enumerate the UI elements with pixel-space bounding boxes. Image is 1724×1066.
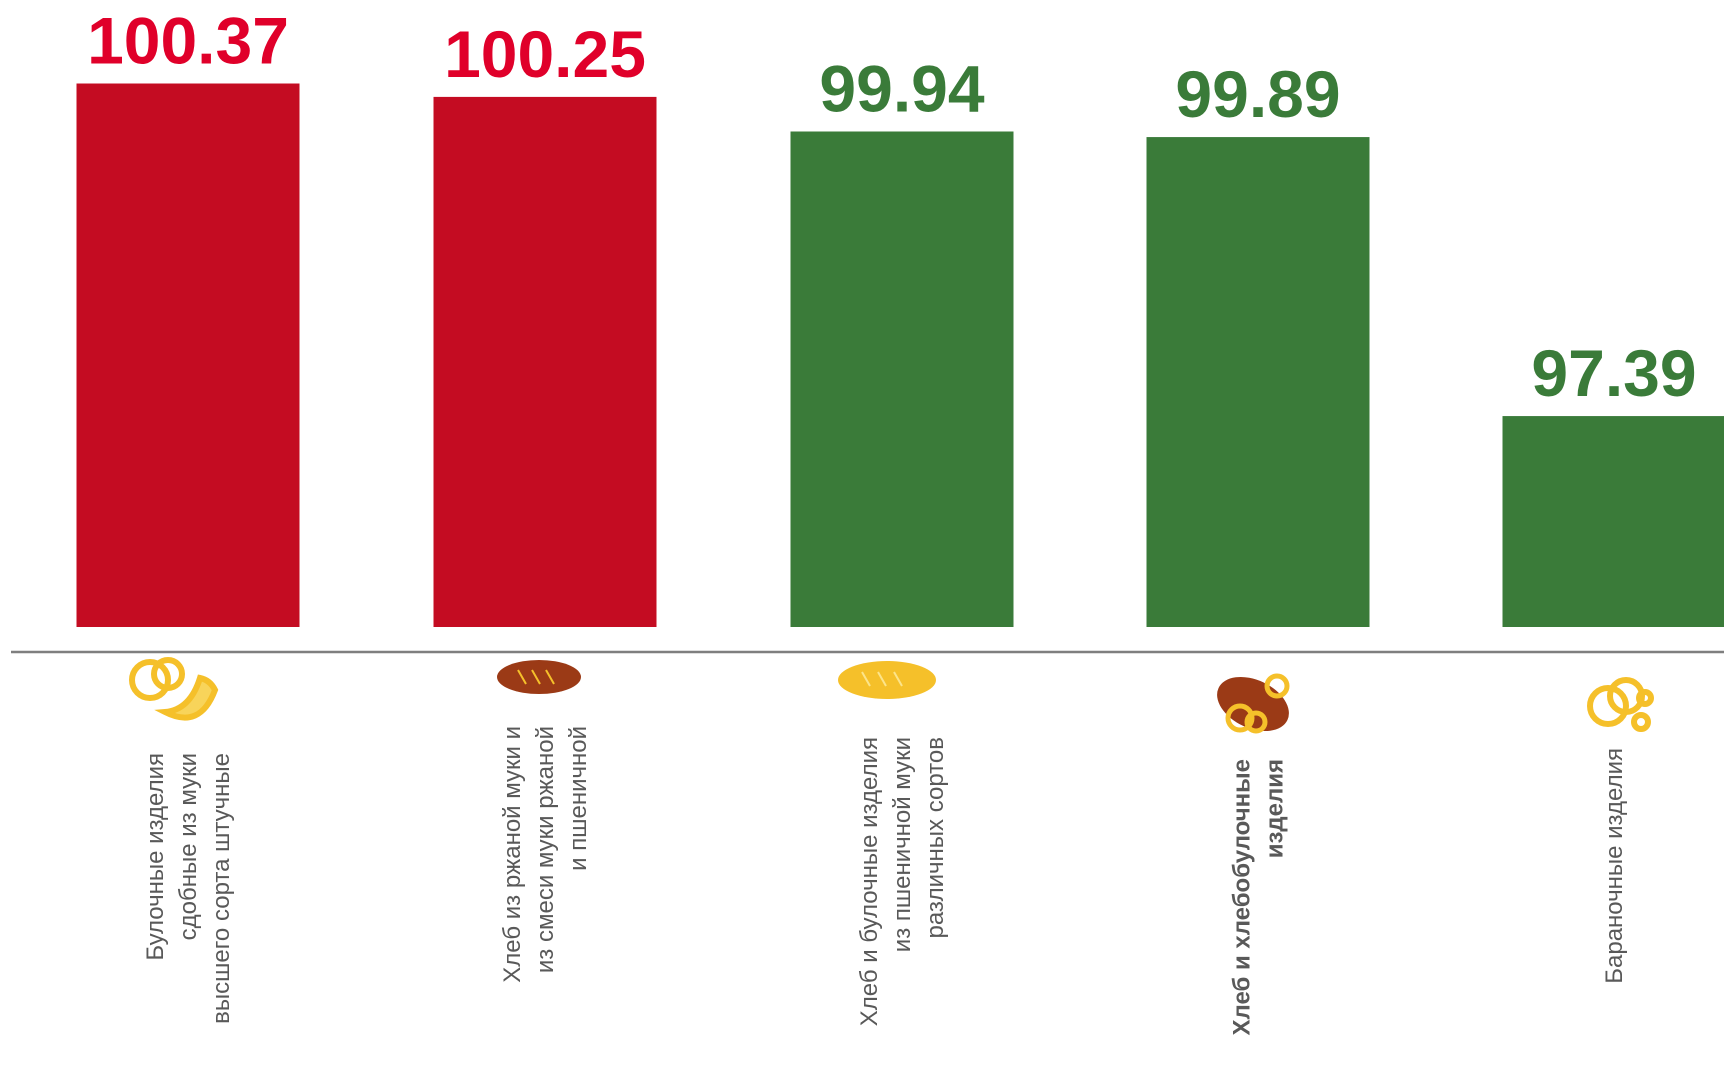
icon-mixed-bakery [1217,673,1290,734]
category-label: Хлеб из ржаной муки и из смеси муки ржано… [499,726,592,983]
value-label: 99.94 [819,51,984,125]
category-label: Хлеб и хлебобулочные изделия [1229,759,1289,1035]
category-label: Хлеб и булочные изделия из пшеничной муки… [856,737,949,1026]
category-label: Бараночные изделия [1601,748,1628,984]
bar [1502,416,1724,627]
category-line: Бараночные изделия [1601,748,1628,984]
category-line: из смеси муки ржаной [532,726,559,973]
value-label: 97.39 [1531,336,1696,410]
bar [76,83,300,628]
category-line: Хлеб из ржаной муки и [499,726,526,983]
category-line: сдобные из муки [175,753,202,940]
bar [433,96,657,627]
category-line: Хлеб и булочные изделия [856,737,883,1026]
category-label: Булочные изделия сдобные из муки высшего с… [142,753,235,1024]
icon-bagels [1587,677,1654,732]
category-line: Хлеб и хлебобулочные [1229,759,1256,1035]
icon-rye-bread [497,660,581,694]
category-line: из пшеничной муки [889,737,916,952]
value-label: 100.37 [87,4,289,78]
icon-pretzel-croissant [129,657,219,721]
bar [790,131,1014,627]
value-label: 100.25 [444,17,646,91]
category-line: Булочные изделия [142,753,169,961]
bar [1146,137,1370,628]
icon-wheat-bread [838,661,936,699]
category-line: высшего сорта штучные [208,753,235,1024]
value-label: 99.89 [1175,57,1340,131]
category-line: изделия [1262,759,1289,858]
category-line: и пшеничной [565,726,592,871]
category-line: различных сортов [922,737,949,939]
